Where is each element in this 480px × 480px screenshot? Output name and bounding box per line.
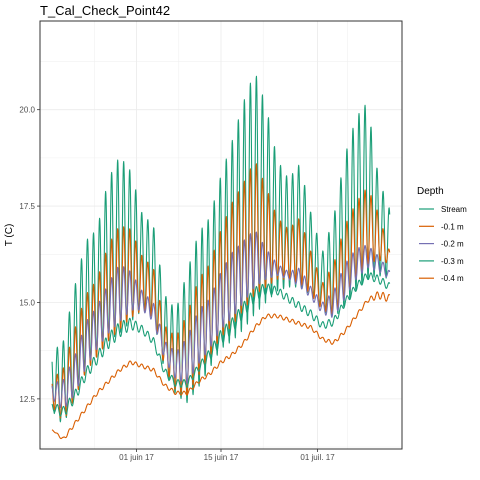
legend: Depth Stream -0.1 m -0.2 m -0.3 m -0.4 m [417,186,467,283]
series-lines [51,75,391,440]
legend-label: -0.1 m [441,222,464,231]
y-tick-label: 12.5 [19,395,35,404]
legend-title: Depth [417,186,444,197]
x-axis: 01 juin 17 15 juin 17 01 juil. 17 [119,449,335,462]
series-line [51,231,391,408]
y-tick-label: 17.5 [19,202,35,211]
series-line [51,291,391,440]
series-line [51,272,391,417]
legend-label: Stream [441,205,467,214]
legend-label: -0.2 m [441,240,464,249]
chart-title: T_Cal_Check_Point42 [40,3,170,18]
legend-label: -0.4 m [441,274,464,283]
x-tick-label: 01 juil. 17 [300,453,335,462]
legend-label: -0.3 m [441,257,464,266]
y-tick-label: 15.0 [19,298,35,307]
y-axis-title: T (C) [4,224,15,247]
x-tick-label: 01 juin 17 [119,453,154,462]
x-tick-label: 15 juin 17 [204,453,239,462]
series-line [51,163,391,419]
y-axis: 12.5 15.0 17.5 20.0 [19,106,40,404]
y-tick-label: 20.0 [19,106,35,115]
